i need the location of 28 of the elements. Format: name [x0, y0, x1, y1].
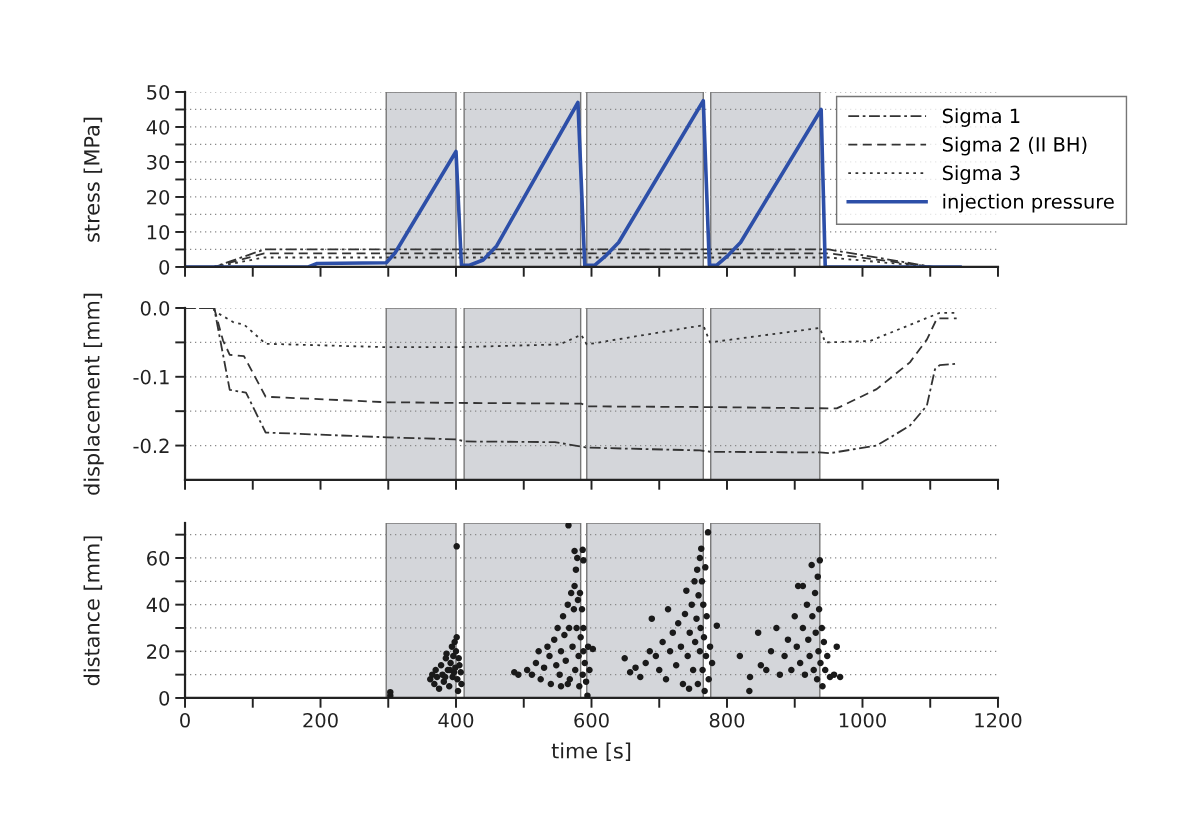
y-tick-label: -0.1: [133, 369, 169, 385]
legend-label: Sigma 3: [942, 165, 1020, 185]
x-axis-title: time [s]: [551, 742, 631, 762]
y-tick-label: 20: [147, 644, 170, 659]
y-tick-label: 10: [147, 224, 170, 240]
y-tick-label: 20: [147, 189, 170, 205]
y-axis-title: distance [mm]: [83, 536, 103, 686]
y-tick-label: 60: [147, 550, 170, 566]
x-tick-label: 1000: [839, 712, 886, 728]
y-tick-label: 30: [147, 154, 170, 170]
y-tick-label: 0: [159, 690, 170, 706]
legend-label: injection pressure: [943, 193, 1114, 213]
y-tick-label: 40: [146, 119, 170, 135]
y-tick-label: 0.0: [140, 300, 170, 316]
x-tick-label: 400: [438, 712, 474, 728]
y-axis-title: stress [MPa]: [83, 117, 103, 242]
legend-label: Sigma 2 (II BH): [942, 136, 1087, 156]
y-axis-title: displacement [mm]: [83, 293, 104, 495]
y-tick-label: 40: [146, 597, 170, 613]
x-tick-label: 600: [574, 712, 609, 728]
x-tick-label: 1200: [975, 712, 1022, 728]
y-tick-label: 50: [147, 84, 170, 100]
x-tick-label: 200: [303, 712, 338, 728]
y-tick-label: 0: [159, 259, 170, 275]
x-tick-label: 0: [180, 712, 190, 728]
y-tick-label: -0.2: [133, 438, 169, 454]
x-tick-label: 800: [709, 712, 745, 728]
legend-label: Sigma 1: [942, 108, 1020, 127]
